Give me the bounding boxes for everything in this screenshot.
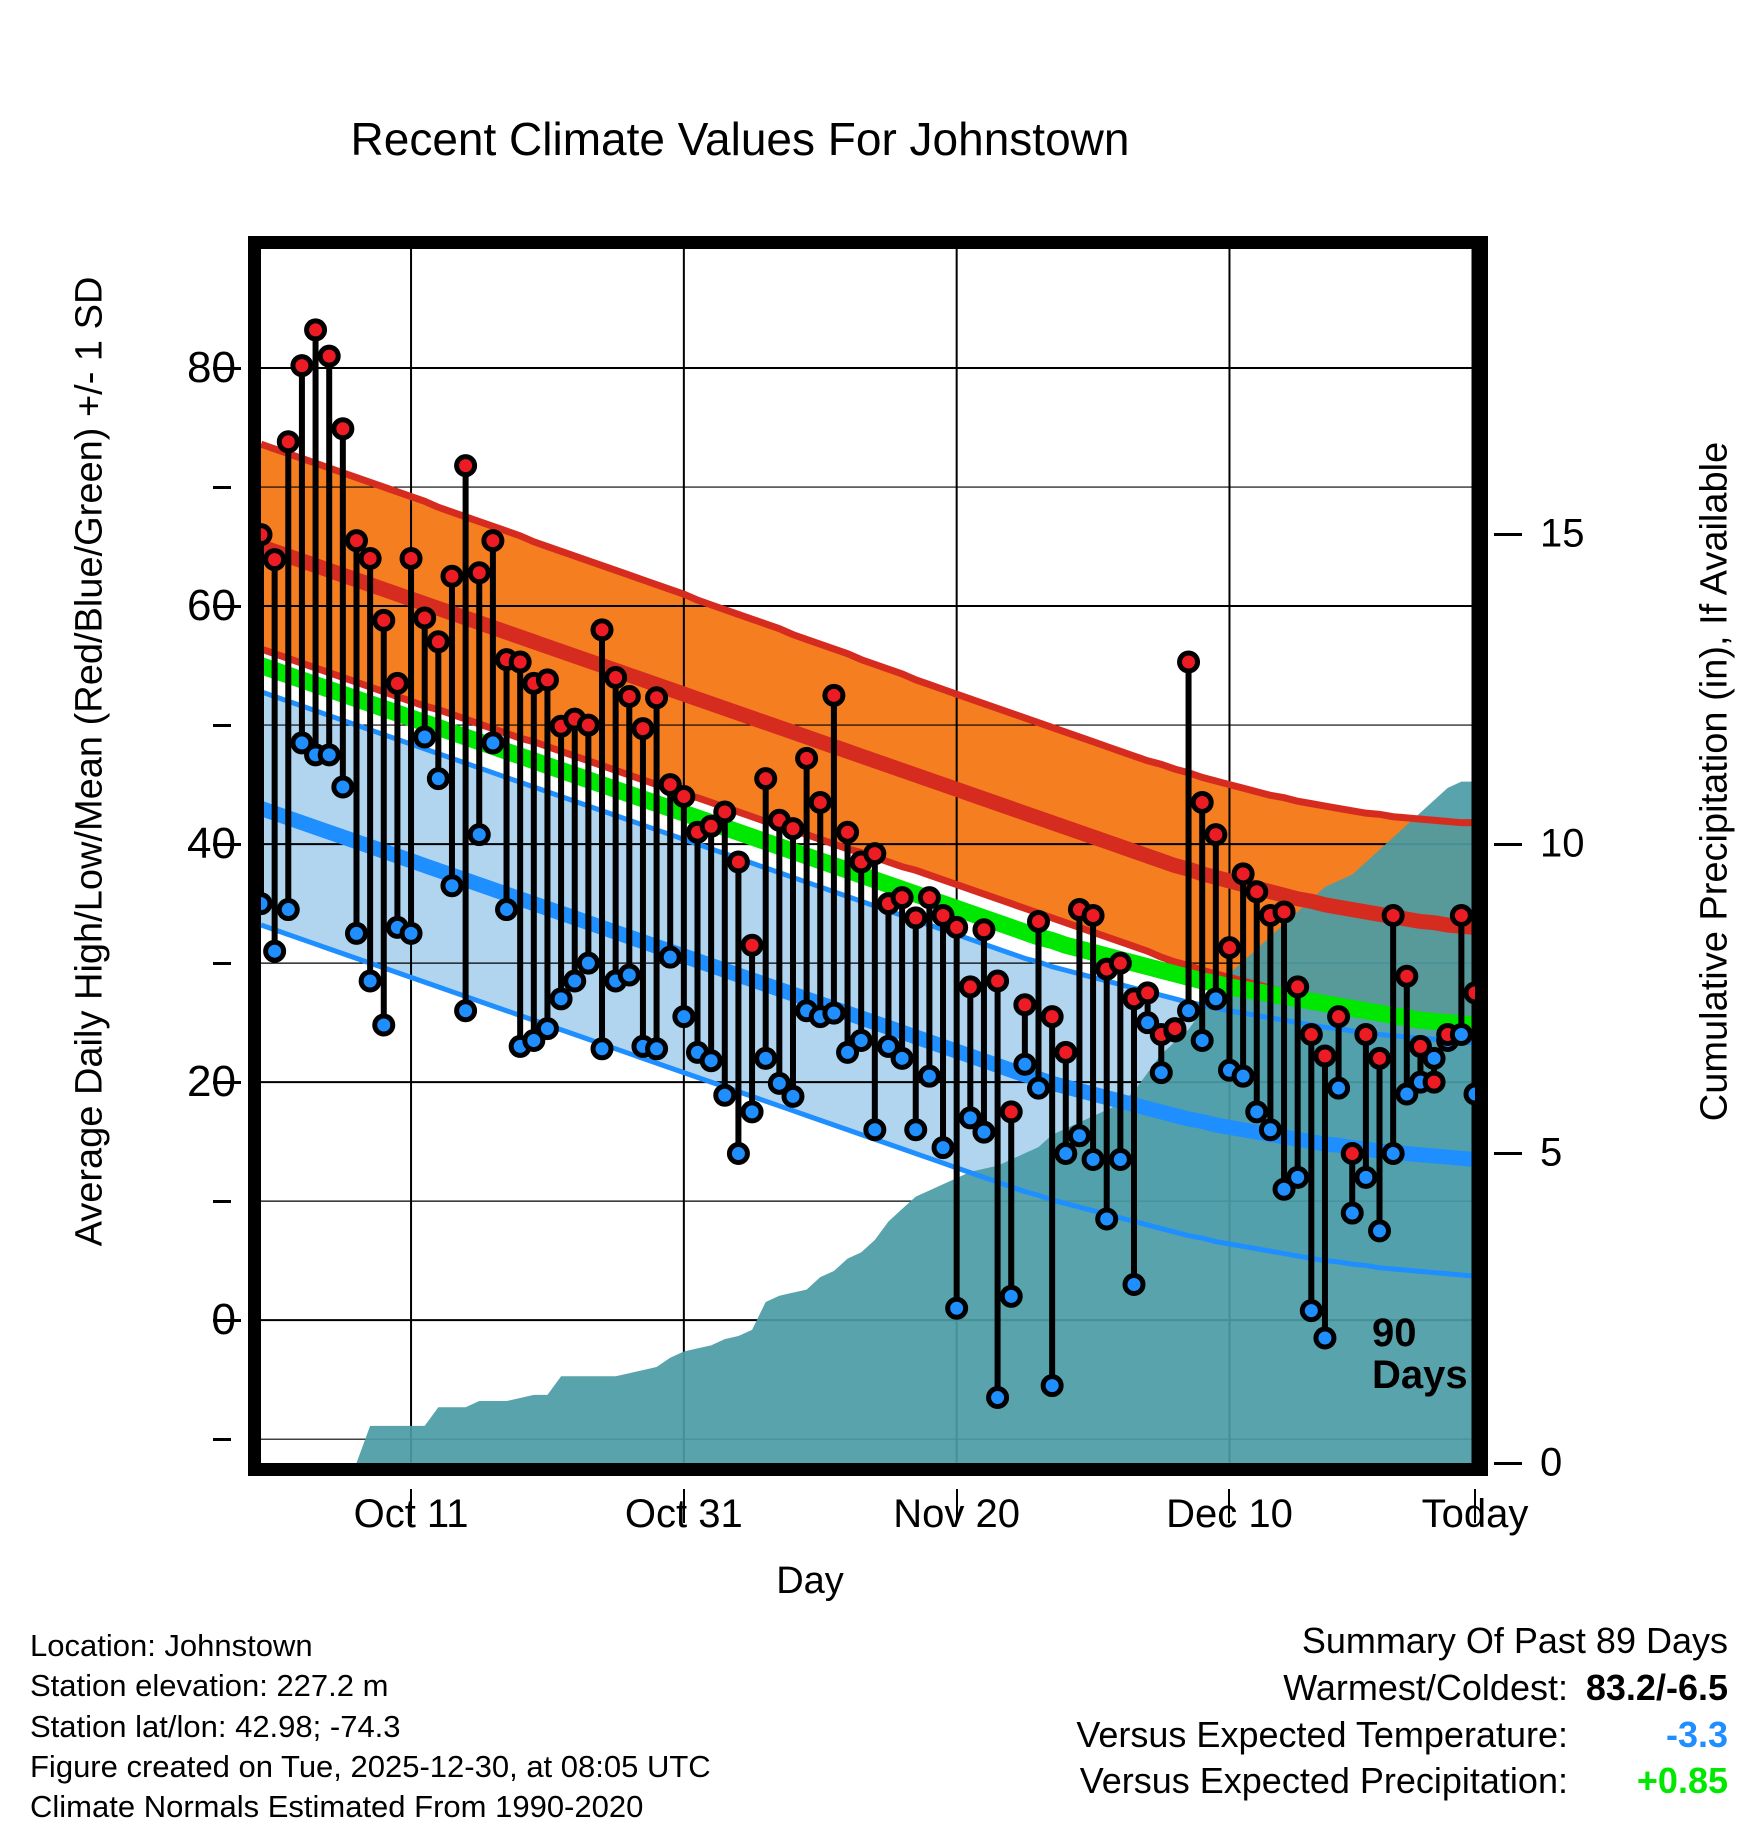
y-axis-right-tick-label: 15: [1540, 511, 1585, 556]
y-axis-left-tick-mark: [213, 367, 241, 371]
y-axis-left-minor-tick-mark: [213, 1200, 231, 1204]
y-axis-left-minor-tick-mark: [213, 724, 231, 728]
y-axis-left-tick-mark: [213, 605, 241, 609]
versus-precip-row: Versus Expected Precipitation: +0.85: [1076, 1758, 1728, 1805]
warmest-coldest-value: 83.2/-6.5: [1585, 1666, 1728, 1708]
y-axis-right-tick-mark: [1494, 842, 1522, 846]
y-axis-right-title: Cumulative Precipitation (in), If Availa…: [1693, 441, 1736, 1122]
y-axis-left-tick-label: 60: [187, 581, 236, 631]
y-axis-left-tick-label: 80: [187, 343, 236, 393]
summary-title: Summary Of Past 89 Days: [1301, 1620, 1728, 1661]
page-title: Recent Climate Values For Johnstown: [350, 113, 1130, 165]
y-axis-right-tick-label: 5: [1540, 1130, 1563, 1175]
y-axis-left-tick-label: 40: [187, 819, 236, 869]
plot-area: [248, 236, 1488, 1476]
x-axis-tick-mark: [955, 1489, 958, 1523]
footer-left: Location: Johnstown Station elevation: 2…: [30, 1626, 711, 1827]
footer-created: Figure created on Tue, 2025-12-30, at 08…: [30, 1748, 711, 1784]
x-axis-title: Day: [776, 1560, 844, 1602]
footer-location: Location: Johnstown: [30, 1628, 313, 1663]
days-annotation-line1: 90: [1372, 1311, 1417, 1355]
y-axis-left-minor-tick-mark: [213, 962, 231, 966]
y-axis-right-tick-label: 0: [1540, 1440, 1563, 1485]
y-axis-left-tick-mark: [213, 843, 241, 847]
y-axis-left-minor-tick-mark: [213, 486, 231, 490]
footer-right: Summary Of Past 89 Days Warmest/Coldest:…: [1076, 1618, 1728, 1805]
y-axis-right-tick-mark: [1494, 1462, 1522, 1465]
versus-precip-value: +0.85: [1636, 1760, 1728, 1802]
x-axis-tick-mark: [1228, 1489, 1231, 1523]
y-axis-right-tick-label: 10: [1540, 821, 1585, 866]
y-axis-left-tick-label: 20: [187, 1057, 236, 1107]
versus-temp-label: Versus Expected Temperature:: [1076, 1713, 1568, 1755]
y-axis-left-minor-tick-mark: [213, 1438, 231, 1442]
footer-elevation: Station elevation: 227.2 m: [30, 1668, 389, 1704]
x-axis-tick-mark: [1474, 1489, 1476, 1523]
y-axis-left-tick-mark: [213, 1319, 241, 1323]
y-axis-left-tick-label: 0: [211, 1295, 236, 1345]
versus-precip-label: Versus Expected Precipitation:: [1079, 1760, 1568, 1802]
y-axis-right-tick-mark: [1494, 532, 1522, 536]
versus-temp-value: -3.3: [1665, 1713, 1728, 1755]
y-axis-left-tick-mark: [213, 1081, 241, 1085]
x-axis-tick-mark: [410, 1489, 413, 1523]
days-annotation-line2: Days: [1372, 1353, 1468, 1397]
footer-latlon: Station lat/lon: 42.98; -74.3: [30, 1708, 401, 1744]
y-axis-left-title: Average Daily High/Low/Mean (Red/Blue/Gr…: [68, 276, 111, 1247]
warmest-coldest-row: Warmest/Coldest: 83.2/-6.5: [1076, 1665, 1728, 1712]
footer-normals: Climate Normals Estimated From 1990-2020: [30, 1789, 644, 1825]
plot-inner: [261, 249, 1475, 1463]
x-axis-tick-mark: [682, 1489, 685, 1523]
climate-plot-svg: [261, 249, 1475, 1463]
days-annotation: 90 Days: [1372, 1312, 1468, 1396]
y-axis-right-tick-mark: [1494, 1152, 1522, 1156]
versus-temp-row: Versus Expected Temperature: -3.3: [1076, 1712, 1728, 1759]
warmest-coldest-label: Warmest/Coldest:: [1283, 1666, 1568, 1708]
